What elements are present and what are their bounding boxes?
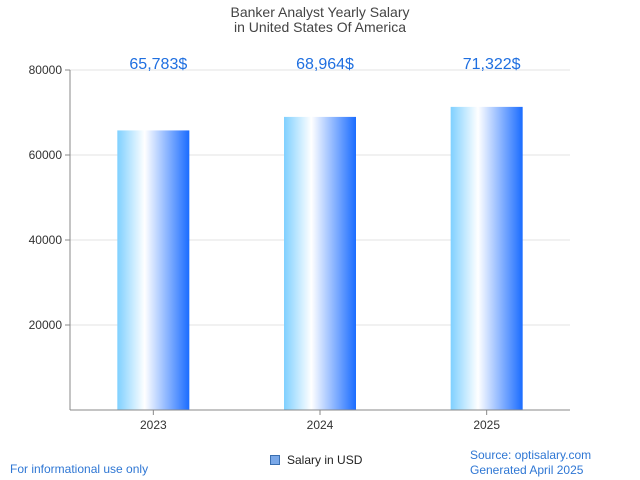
legend: Salary in USD xyxy=(270,452,362,468)
bar-2025 xyxy=(450,106,523,410)
y-tick-label: 40000 xyxy=(29,233,63,247)
data-labels: 65,783$ 68,964$ 71,322$ xyxy=(129,56,520,73)
chart-title-line-2: in United States Of America xyxy=(234,19,406,35)
bars xyxy=(117,106,523,411)
data-label-2025: 71,322$ xyxy=(463,56,521,73)
x-tick-label: 2025 xyxy=(473,418,500,432)
source-text: Source: optisalary.com xyxy=(470,448,592,462)
data-label-2023: 65,783$ xyxy=(129,56,187,73)
bar-2024 xyxy=(284,116,356,410)
data-label-2024: 68,964$ xyxy=(296,56,354,73)
y-tick-label: 80000 xyxy=(29,63,63,77)
legend-swatch xyxy=(270,455,280,465)
chart-title-line-1: Banker Analyst Yearly Salary xyxy=(230,4,410,20)
disclaimer-text: For informational use only xyxy=(10,462,149,476)
x-tick-label: 2023 xyxy=(140,418,167,432)
axes: 20000 40000 60000 80000 2023 2024 2025 xyxy=(29,63,570,432)
bar-2023 xyxy=(117,130,190,411)
generated-text: Generated April 2025 xyxy=(470,463,584,477)
y-tick-label: 20000 xyxy=(29,318,63,332)
x-tick-label: 2024 xyxy=(307,418,334,432)
y-tick-label: 60000 xyxy=(29,148,63,162)
legend-label: Salary in USD xyxy=(287,453,363,467)
